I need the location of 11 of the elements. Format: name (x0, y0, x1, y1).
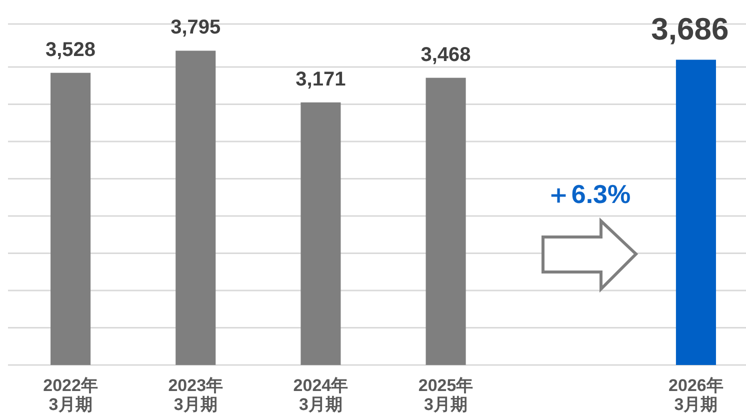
data-label: 3,686 (651, 12, 729, 47)
data-label: 3,795 (170, 16, 221, 39)
category-label: 2024年 3月期 (293, 376, 348, 414)
category-label: 2026年 3月期 (668, 376, 724, 414)
data-label: 3,171 (296, 68, 346, 90)
category-label: 2025年 3月期 (418, 376, 474, 414)
data-label: 3,468 (420, 44, 471, 66)
category-label: 2022年 3月期 (43, 376, 98, 414)
annotation: ＋6.3% (545, 179, 631, 209)
category-label: 2023年 3月期 (168, 376, 224, 414)
data-label: 3,528 (46, 38, 96, 61)
